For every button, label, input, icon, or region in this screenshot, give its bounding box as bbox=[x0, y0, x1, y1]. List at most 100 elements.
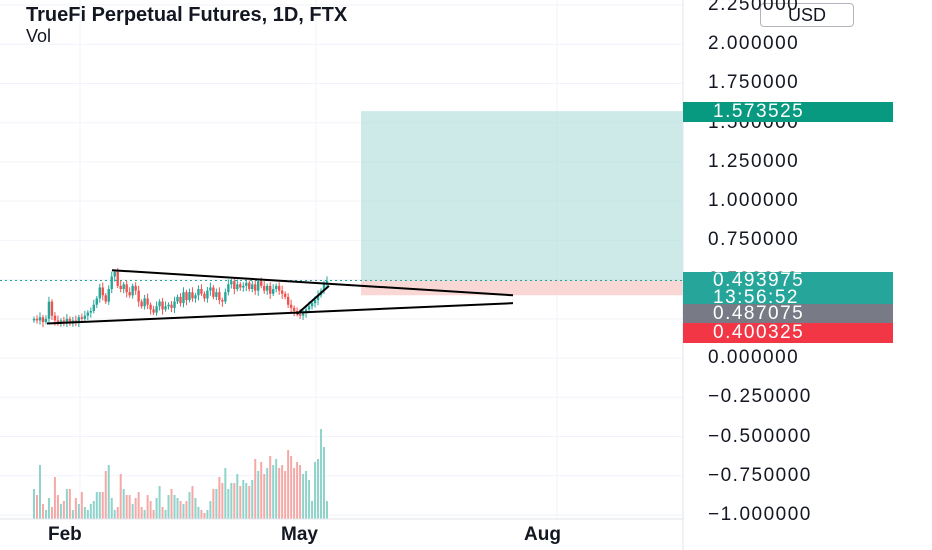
candle-body bbox=[194, 295, 197, 299]
volume-bar bbox=[137, 492, 140, 519]
candle-body bbox=[143, 298, 146, 307]
volume-bar bbox=[101, 492, 104, 519]
candle-body bbox=[298, 314, 302, 316]
candle-body bbox=[128, 292, 131, 296]
volume-bar bbox=[284, 471, 287, 519]
volume-bar bbox=[77, 504, 80, 519]
candle-body bbox=[32, 318, 36, 321]
candle-body bbox=[257, 281, 260, 291]
time-label-may: May bbox=[281, 524, 318, 545]
volume-bar bbox=[176, 498, 179, 519]
volume-bar bbox=[119, 474, 122, 519]
volume-bar bbox=[125, 495, 128, 519]
price-axis-label: −1.000000 bbox=[708, 504, 812, 525]
volume-bar bbox=[62, 501, 65, 519]
price-axis-label: −0.500000 bbox=[708, 425, 812, 447]
candle-body bbox=[260, 281, 263, 286]
volume-bar bbox=[257, 471, 260, 519]
candle-body bbox=[266, 285, 269, 291]
volume-bar bbox=[317, 459, 320, 519]
volume-bar bbox=[182, 504, 185, 519]
candle-body bbox=[227, 284, 230, 293]
candle-body bbox=[89, 311, 93, 313]
volume-bar bbox=[275, 459, 278, 519]
volume-bar bbox=[107, 465, 110, 519]
price-axis-label: 0.000000 bbox=[708, 347, 800, 369]
volume-bar bbox=[158, 486, 161, 519]
price-axis-label: 0.750000 bbox=[708, 229, 800, 251]
volume-indicator-label[interactable]: Vol bbox=[26, 26, 52, 46]
candle-body bbox=[182, 292, 185, 304]
volume-bar bbox=[305, 471, 308, 519]
volume-bar bbox=[110, 498, 113, 519]
stop-price-tag: 0.400325 bbox=[683, 323, 893, 343]
volume-bar bbox=[80, 492, 83, 519]
candle-body bbox=[283, 293, 287, 297]
volume-bar bbox=[164, 510, 167, 519]
volume-bar bbox=[191, 486, 194, 519]
candle-body bbox=[74, 320, 78, 322]
candle-body bbox=[218, 292, 221, 301]
volume-bar bbox=[140, 507, 143, 519]
volume-bar bbox=[200, 510, 203, 519]
candle-body bbox=[161, 301, 164, 310]
volume-bar bbox=[68, 489, 71, 519]
candle-body bbox=[101, 287, 104, 296]
price-axis-label: 2.000000 bbox=[708, 33, 800, 55]
chart-title: TrueFi Perpetual Futures, 1D, FTX bbox=[26, 4, 348, 26]
volume-bar bbox=[260, 462, 263, 519]
candle-body bbox=[245, 282, 248, 286]
candle-body bbox=[203, 293, 206, 299]
candle-body bbox=[50, 301, 54, 316]
volume-bar bbox=[65, 489, 68, 519]
candle-body bbox=[322, 284, 326, 291]
candle-body bbox=[230, 281, 233, 285]
price-axis-label: 1.250000 bbox=[708, 150, 800, 172]
volume-bar bbox=[179, 501, 182, 519]
candle-body bbox=[119, 285, 122, 290]
candle-body bbox=[86, 312, 90, 316]
volume-bar bbox=[320, 429, 323, 519]
candle-body bbox=[274, 285, 278, 290]
candle-body bbox=[251, 284, 254, 290]
candle-body bbox=[68, 318, 72, 324]
volume-bar bbox=[116, 507, 119, 519]
candle-body bbox=[113, 271, 116, 277]
candle-body bbox=[35, 318, 39, 321]
volume-bar bbox=[230, 483, 233, 519]
candle-body bbox=[65, 318, 69, 322]
volume-bar bbox=[236, 474, 239, 519]
candle-body bbox=[140, 301, 143, 307]
volume-bar bbox=[239, 486, 242, 519]
volume-bar bbox=[146, 495, 149, 519]
candle-body bbox=[263, 285, 266, 291]
volume-bar bbox=[302, 474, 305, 519]
candle-body bbox=[80, 317, 84, 319]
target-zone bbox=[361, 111, 683, 281]
volume-bar bbox=[188, 492, 191, 519]
candle-body bbox=[158, 301, 161, 307]
bar-countdown: 13:56:52 bbox=[713, 287, 799, 308]
candle-body bbox=[304, 309, 308, 313]
volume-bar bbox=[245, 483, 248, 519]
volume-bar bbox=[251, 480, 254, 519]
candle-body bbox=[149, 304, 152, 310]
candle-body bbox=[271, 289, 275, 294]
volume-bar bbox=[53, 477, 56, 519]
candle-body bbox=[83, 315, 87, 319]
candle-body bbox=[146, 298, 149, 305]
candle-body bbox=[95, 298, 98, 305]
volume-bar bbox=[197, 507, 200, 519]
volume-bar bbox=[290, 456, 293, 519]
volume-bar bbox=[95, 492, 98, 519]
volume-bar bbox=[47, 498, 50, 519]
upper-trendline bbox=[111, 269, 514, 297]
trendlines bbox=[46, 269, 514, 325]
candle-body bbox=[104, 295, 107, 302]
volume-bar bbox=[33, 489, 35, 519]
candle-body bbox=[280, 290, 284, 294]
price-axis-label: −0.750000 bbox=[708, 464, 812, 486]
currency-button[interactable]: USD bbox=[760, 3, 854, 27]
last-price-tag: 0.493975 13:56:52 bbox=[683, 271, 893, 308]
